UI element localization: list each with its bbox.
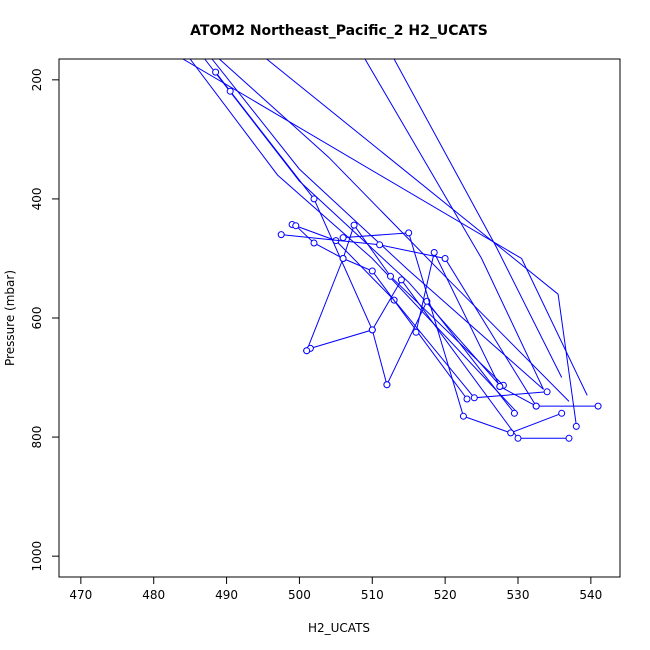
data-point — [405, 229, 413, 237]
x-tick-label: 520 — [434, 588, 457, 602]
data-point — [212, 68, 220, 76]
data-point — [292, 222, 300, 230]
data-point — [565, 434, 573, 442]
data-point — [441, 255, 449, 262]
y-tick-label: 800 — [30, 426, 44, 449]
data-point — [459, 412, 467, 420]
data-point — [463, 395, 471, 403]
data-point — [496, 383, 504, 390]
series-line — [393, 59, 563, 378]
y-tick-label: 600 — [30, 307, 44, 330]
series-line — [266, 59, 577, 426]
data-point — [310, 239, 318, 247]
x-tick-label: 480 — [142, 588, 165, 602]
series-line — [189, 59, 519, 414]
data-point — [226, 87, 234, 95]
chart-title: ATOM2 Northeast_Pacific_2 H2_UCATS — [190, 23, 488, 39]
data-point — [510, 409, 518, 417]
data-point — [594, 402, 602, 410]
series-line — [364, 59, 544, 390]
data-point — [368, 326, 376, 334]
data-point — [376, 241, 384, 249]
data-point — [514, 434, 522, 442]
data-point — [310, 195, 318, 203]
data-point — [470, 394, 478, 402]
data-point — [350, 221, 358, 229]
y-tick-label: 200 — [30, 68, 44, 91]
data-point — [277, 231, 285, 239]
x-tick-label: 500 — [288, 588, 311, 602]
series-line — [211, 59, 544, 390]
data-point — [412, 328, 420, 336]
x-tick-label: 530 — [507, 588, 530, 602]
data-point — [558, 409, 566, 417]
x-tick-label: 510 — [361, 588, 384, 602]
data-point — [397, 276, 405, 284]
series-line — [415, 251, 537, 407]
x-axis-label: H2_UCATS — [308, 621, 370, 635]
x-axis: 470 480 490 500 510 520 530 540 — [69, 576, 602, 602]
data-point — [543, 388, 551, 396]
data-point — [383, 381, 391, 389]
data-point — [430, 249, 438, 256]
series-line — [218, 59, 570, 402]
y-tick-label: 400 — [30, 187, 44, 210]
data-point — [507, 429, 515, 437]
data-point — [339, 234, 347, 242]
y-axis-label: Pressure (mbar) — [3, 270, 17, 366]
data-point — [572, 422, 580, 430]
y-tick-label: 1000 — [30, 541, 44, 572]
data-point — [532, 402, 540, 410]
data-point — [339, 255, 347, 262]
data-point — [303, 347, 311, 355]
data-point — [368, 267, 376, 275]
plot-frame — [58, 58, 621, 578]
data-point — [387, 272, 394, 280]
x-tick-label: 490 — [215, 588, 238, 602]
series-layer — [182, 59, 602, 442]
x-tick-label: 470 — [69, 588, 92, 602]
x-tick-label: 540 — [579, 588, 602, 602]
